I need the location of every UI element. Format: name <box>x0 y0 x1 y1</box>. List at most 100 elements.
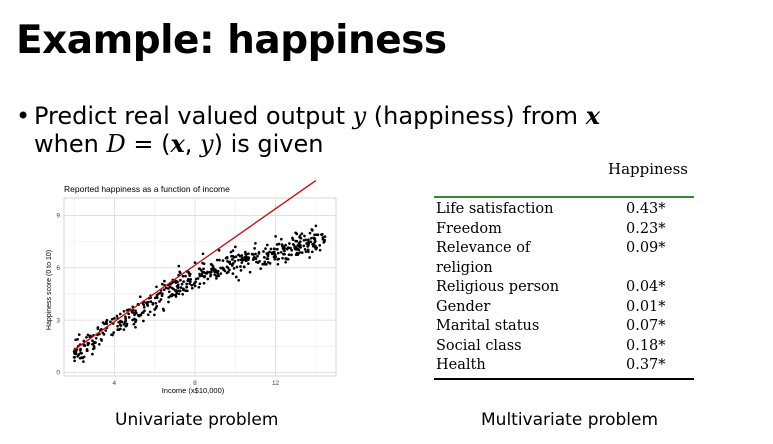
data-point <box>142 319 145 323</box>
data-point <box>94 336 98 340</box>
data-point <box>155 285 158 289</box>
data-point <box>127 312 131 316</box>
data-point <box>109 320 112 324</box>
data-point <box>155 293 159 297</box>
data-point <box>112 331 116 334</box>
data-point <box>125 324 128 327</box>
data-point <box>179 278 182 282</box>
data-point <box>178 270 182 274</box>
data-point <box>225 265 229 269</box>
data-point <box>202 262 206 266</box>
y-tick-label: 9 <box>56 213 60 220</box>
data-point <box>202 281 206 285</box>
data-point <box>204 272 208 275</box>
data-point <box>85 335 88 339</box>
data-point <box>227 270 230 274</box>
data-point <box>185 285 189 289</box>
table-row-label: religion <box>436 259 493 276</box>
data-point <box>303 234 306 238</box>
data-point <box>294 231 298 235</box>
data-point <box>275 247 279 251</box>
data-point <box>269 247 273 251</box>
data-point <box>308 256 311 259</box>
data-point <box>263 260 267 264</box>
bullet-line2-pre: when <box>34 130 107 158</box>
data-point <box>151 302 155 306</box>
data-point <box>85 349 89 353</box>
data-point <box>259 267 263 270</box>
data-point <box>323 235 327 238</box>
data-point <box>233 259 237 263</box>
table-row-value: 0.01* <box>626 298 666 315</box>
data-point <box>176 280 179 284</box>
data-point <box>102 333 106 336</box>
data-point <box>213 273 217 277</box>
data-point <box>304 238 308 242</box>
data-point <box>176 286 180 290</box>
data-point <box>297 241 301 245</box>
data-point <box>78 356 82 360</box>
x-tick-label: 4 <box>113 380 117 387</box>
axis-ticks: 4 8 12 0 3 6 9 <box>56 213 279 387</box>
bullet-line1-mid: (happiness) from <box>366 102 586 130</box>
table-header-happiness: Happiness <box>608 160 688 178</box>
data-point <box>253 247 256 250</box>
data-point <box>179 286 183 289</box>
data-point <box>201 252 205 256</box>
data-point <box>304 250 308 253</box>
data-point <box>96 327 100 331</box>
data-point <box>240 261 244 264</box>
data-point <box>127 316 131 319</box>
data-point <box>211 267 215 271</box>
data-point <box>76 338 79 341</box>
data-point <box>124 317 127 321</box>
data-point <box>285 247 289 251</box>
data-point <box>104 329 108 332</box>
var-x-2: x <box>170 129 185 158</box>
data-point <box>295 239 299 243</box>
data-point <box>160 294 164 298</box>
data-point <box>168 294 172 298</box>
data-point <box>287 253 291 257</box>
data-point <box>155 304 159 308</box>
data-point <box>158 300 161 303</box>
data-point <box>225 255 229 259</box>
data-point <box>311 242 315 246</box>
data-point <box>187 272 191 275</box>
data-point <box>80 351 83 355</box>
data-point <box>289 246 292 250</box>
data-point <box>277 257 281 261</box>
data-point <box>279 250 283 254</box>
chart-title: Reported happiness as a function of inco… <box>64 184 230 194</box>
data-point <box>265 252 269 255</box>
data-point <box>138 313 142 317</box>
data-point <box>237 278 241 282</box>
data-point <box>77 333 81 336</box>
data-point <box>196 277 200 280</box>
data-point <box>181 274 185 278</box>
data-point <box>239 265 242 268</box>
data-point <box>240 254 244 257</box>
data-point <box>131 318 134 322</box>
data-point <box>97 342 101 346</box>
data-point <box>231 254 235 258</box>
data-point <box>313 233 316 237</box>
data-point <box>130 311 134 314</box>
data-point <box>268 250 271 254</box>
bullet-dot: • <box>16 102 31 130</box>
data-point <box>182 280 185 283</box>
data-point <box>234 255 238 258</box>
data-point <box>174 289 177 293</box>
data-point <box>244 259 248 263</box>
data-point <box>118 312 122 316</box>
data-point <box>274 235 277 238</box>
data-point <box>163 279 166 283</box>
data-point <box>284 243 287 247</box>
data-point <box>94 341 97 344</box>
data-point <box>232 267 236 270</box>
data-point <box>216 272 220 276</box>
data-point <box>110 317 114 321</box>
data-point <box>167 300 170 304</box>
data-point <box>82 355 86 359</box>
data-point <box>167 290 171 294</box>
